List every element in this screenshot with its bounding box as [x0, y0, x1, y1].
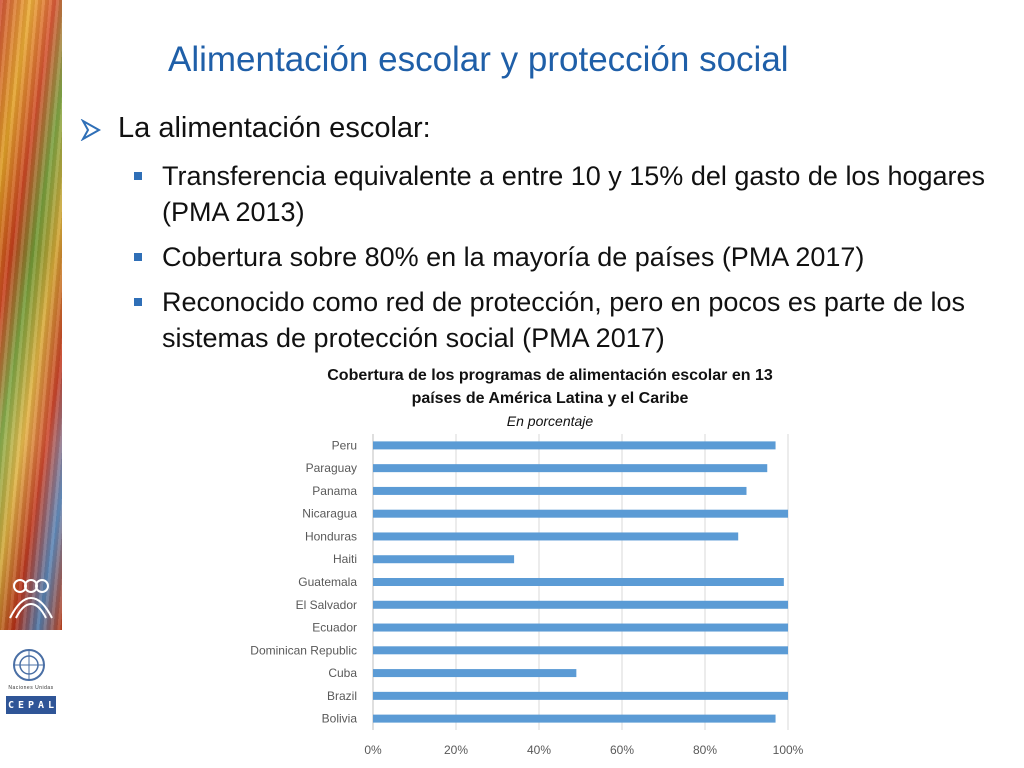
square-bullet-icon: [134, 298, 142, 306]
chart-title-line-2: países de América Latina y el Caribe: [411, 390, 689, 407]
category-label: Nicaragua: [302, 507, 357, 521]
bar: [373, 646, 788, 655]
sub-bullet-text: Transferencia equivalente a entre 10 y 1…: [162, 161, 986, 227]
x-tick-label: 60%: [610, 743, 634, 757]
bar: [373, 691, 788, 700]
square-bullet-icon: [134, 253, 142, 261]
slide-title: Alimentación escolar y protección social: [168, 40, 789, 79]
chart-title-line-1: Cobertura de los programas de alimentaci…: [327, 367, 773, 384]
cepal-letter: E: [17, 699, 25, 711]
un-caption: Naciones Unidas: [8, 685, 54, 691]
chart-subtitle: En porcentaje: [506, 413, 594, 429]
category-label: Honduras: [305, 529, 357, 543]
bar: [373, 464, 768, 473]
cepal-logo: C E P A L: [6, 696, 56, 714]
category-label: Bolivia: [322, 712, 358, 726]
bar: [373, 669, 577, 678]
cepal-letter: C: [7, 699, 15, 711]
category-label: Panama: [312, 484, 357, 498]
category-label: Ecuador: [312, 621, 357, 635]
cepal-letter: A: [37, 699, 45, 711]
sub-bullet-text: Reconocido como red de protección, pero …: [162, 287, 965, 353]
category-label: Brazil: [327, 689, 357, 703]
x-tick-label: 20%: [444, 743, 468, 757]
bar: [373, 623, 788, 632]
x-tick-label: 40%: [527, 743, 551, 757]
sub-bullet-text: Cobertura sobre 80% en la mayoría de paí…: [162, 242, 865, 272]
bar: [373, 441, 776, 450]
category-label: Guatemala: [298, 575, 357, 589]
bar: [373, 532, 739, 541]
category-label: El Salvador: [296, 598, 357, 612]
x-tick-label: 80%: [693, 743, 717, 757]
bar: [373, 714, 776, 723]
un-emblem-icon: [13, 649, 45, 681]
category-label: Haiti: [333, 552, 357, 566]
coverage-bar-chart: 0% 20% 40% 60% 80% 100% Peru Paraguay Panama Nica…: [250, 434, 804, 757]
bar: [373, 600, 788, 609]
x-tick-label: 100%: [773, 743, 804, 757]
bar: [373, 578, 784, 586]
category-label: Dominican Republic: [250, 643, 357, 657]
category-label: Paraguay: [306, 461, 357, 475]
bar: [373, 486, 747, 495]
decorative-side-band: [0, 0, 62, 630]
bar: [373, 555, 515, 564]
bar: [373, 509, 788, 518]
square-bullet-icon: [134, 172, 142, 180]
decorative-side-texture: [0, 0, 62, 630]
main-bullet-text: La alimentación escolar:: [118, 112, 431, 144]
category-label: Peru: [332, 438, 357, 452]
category-label: Cuba: [328, 666, 357, 680]
x-tick-label: 0%: [364, 743, 382, 757]
cepal-letter: P: [27, 699, 35, 711]
cepal-letter: L: [47, 699, 55, 711]
arrow-bullet-icon: [80, 119, 102, 141]
people-circle-logo-icon: [9, 579, 53, 619]
